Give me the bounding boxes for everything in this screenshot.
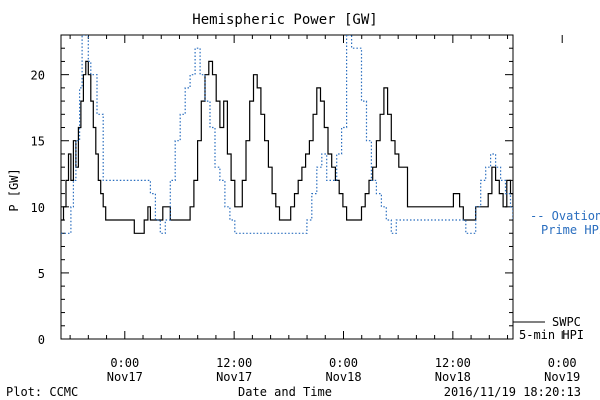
y-tick-label: 0	[38, 333, 45, 347]
y-tick-label: 5	[38, 267, 45, 281]
legend-ovation-line2: Prime HPI	[541, 223, 600, 237]
series-ovation-line	[61, 35, 513, 234]
legend-swpc-line2: 5-min HPI	[519, 328, 584, 342]
y-axis-label: P [GW]	[7, 168, 21, 211]
legend-swpc-line1: SWPC	[552, 315, 581, 329]
chart-title: Hemispheric Power [GW]	[192, 12, 377, 28]
x-tick-time: 0:00	[548, 356, 577, 370]
x-tick-date: Nov19	[544, 370, 580, 384]
x-tick-date: Nov17	[216, 370, 252, 384]
x-tick-time: 0:00	[329, 356, 358, 370]
x-axis: 0:00Nov1712:00Nov170:00Nov1812:00Nov180:…	[69, 35, 580, 384]
series-swpc-line	[61, 60, 513, 234]
y-tick-label: 10	[31, 201, 45, 215]
plot-frame	[60, 34, 514, 340]
x-tick-date: Nov18	[325, 370, 361, 384]
x-axis-label: Date and Time	[238, 385, 332, 399]
x-tick-time: 0:00	[110, 356, 139, 370]
x-tick-time: 12:00	[216, 356, 252, 370]
x-tick-date: Nov18	[435, 370, 471, 384]
x-tick-time: 12:00	[435, 356, 471, 370]
y-tick-label: 20	[31, 69, 45, 83]
x-tick-date: Nov17	[107, 370, 143, 384]
footer-plot-credit: Plot: CCMC	[6, 385, 78, 399]
legend-ovation-line1: -- Ovation	[530, 209, 600, 223]
y-tick-label: 15	[31, 135, 45, 149]
series-layer	[61, 35, 513, 234]
footer-timestamp: 2016/11/19 18:20:13	[444, 385, 581, 399]
